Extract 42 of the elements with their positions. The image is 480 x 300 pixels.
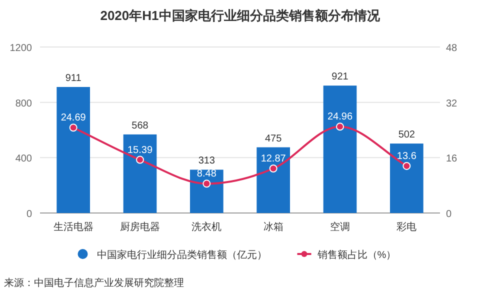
x-tick-label: 冰箱 bbox=[263, 221, 284, 233]
x-tick-label: 彩电 bbox=[396, 221, 417, 233]
y2-tick-label: 16 bbox=[446, 154, 458, 165]
data-label: 24.69 bbox=[60, 112, 86, 124]
point bbox=[69, 124, 78, 132]
bar bbox=[256, 147, 290, 213]
data-label: 921 bbox=[332, 72, 349, 83]
legend-label: 销售额占比（%） bbox=[316, 249, 396, 261]
data-label: 313 bbox=[198, 156, 216, 167]
y2-tick-label: 32 bbox=[446, 98, 458, 110]
chart-title: 2020年H1中国家电行业细分品类销售额分布情况 bbox=[100, 8, 381, 23]
point bbox=[202, 180, 211, 188]
data-label: 8.48 bbox=[196, 168, 217, 180]
y-tick-label: 800 bbox=[15, 98, 32, 110]
data-label: 13.6 bbox=[396, 150, 417, 162]
data-label: 12.87 bbox=[260, 153, 286, 164]
y-tick-label: 400 bbox=[15, 154, 32, 165]
bar bbox=[323, 86, 357, 213]
x-tick-label: 生活电器 bbox=[53, 221, 94, 233]
x-tick-label: 空调 bbox=[330, 221, 350, 233]
legend-label: 中国家电行业细分品类销售额（亿元） bbox=[96, 249, 267, 261]
y2-tick-label: 0 bbox=[446, 209, 452, 220]
source-note: 来源：中国电子信息产业发展研究院整理 bbox=[4, 277, 184, 289]
data-label: 911 bbox=[65, 72, 82, 84]
bar bbox=[190, 170, 224, 213]
bar bbox=[123, 134, 157, 213]
y-tick-label: 1200 bbox=[10, 43, 32, 54]
point bbox=[402, 162, 411, 170]
bar bbox=[390, 144, 424, 213]
data-label: 502 bbox=[398, 130, 416, 141]
data-label: 568 bbox=[132, 120, 149, 132]
x-tick-label: 厨房电器 bbox=[120, 221, 160, 233]
x-tick-label: 洗衣机 bbox=[192, 221, 222, 233]
data-label: 15.39 bbox=[127, 144, 153, 156]
data-label: 24.96 bbox=[327, 112, 353, 123]
y2-tick-label: 48 bbox=[446, 43, 458, 54]
point bbox=[269, 164, 278, 172]
data-label: 475 bbox=[264, 133, 282, 144]
point bbox=[136, 156, 144, 164]
bar bbox=[56, 86, 90, 213]
y-tick-label: 0 bbox=[26, 209, 32, 220]
point bbox=[336, 122, 344, 131]
